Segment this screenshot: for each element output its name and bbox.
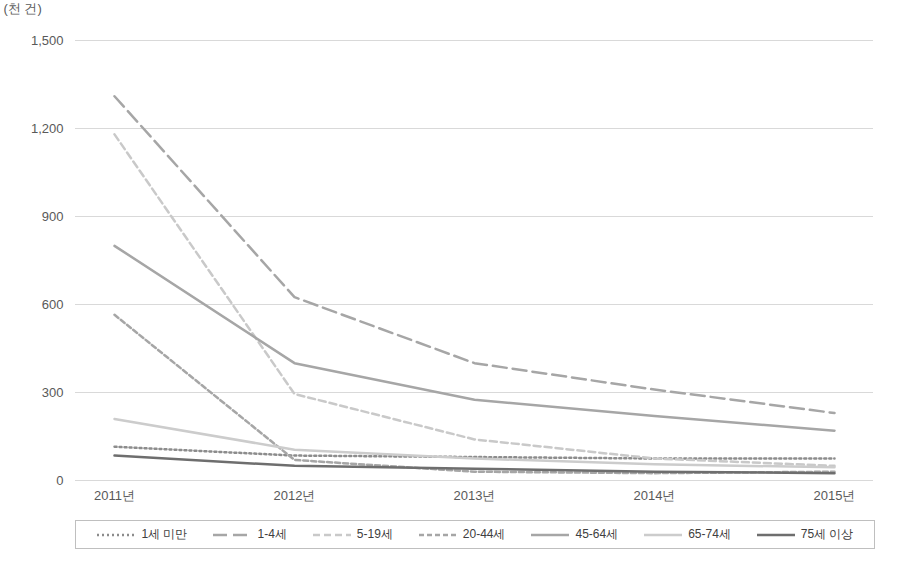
svg-text:2015년: 2015년: [814, 488, 856, 503]
svg-text:600: 600: [42, 297, 64, 312]
svg-text:(천 건): (천 건): [4, 1, 42, 16]
svg-text:2011년: 2011년: [94, 488, 135, 503]
svg-text:2012년: 2012년: [274, 488, 316, 503]
html-text:65-74세: 65-74세: [688, 527, 731, 541]
html-text:5-19세: 5-19세: [356, 527, 393, 541]
html-text:20-44세: 20-44세: [462, 527, 506, 541]
svg-text:0: 0: [56, 473, 63, 488]
svg-text:1,200: 1,200: [31, 121, 64, 136]
html-text:1-4세: 1-4세: [257, 527, 287, 541]
svg-text:2014년: 2014년: [634, 488, 676, 503]
svg-text:300: 300: [42, 385, 64, 400]
html-text:1세 미만: 1세 미만: [141, 527, 188, 541]
html-text:75세 이상: 75세 이상: [800, 527, 854, 541]
html-text:45-64세: 45-64세: [575, 527, 619, 541]
svg-text:2013년: 2013년: [454, 488, 496, 503]
svg-text:1,500: 1,500: [31, 33, 64, 48]
svg-text:900: 900: [42, 209, 64, 224]
